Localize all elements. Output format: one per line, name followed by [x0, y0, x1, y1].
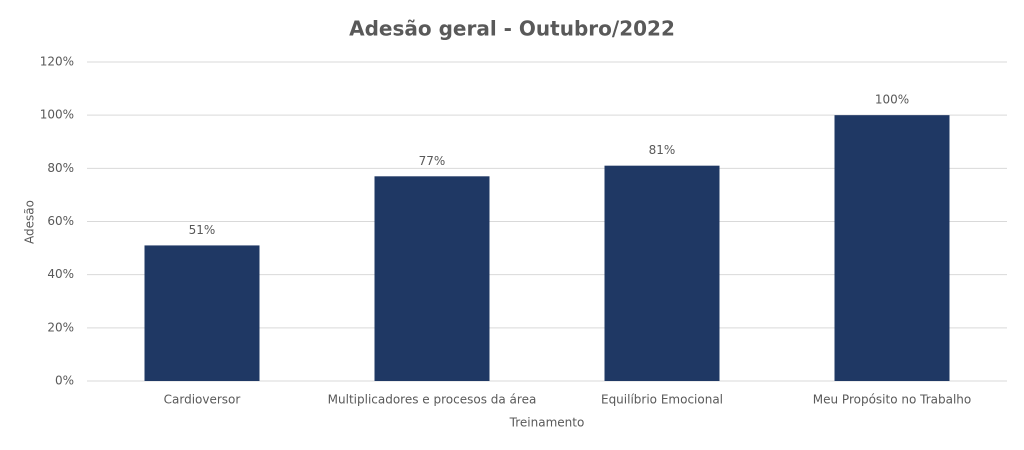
- y-tick-label: 120%: [40, 55, 74, 69]
- data-label: 81%: [649, 143, 676, 157]
- x-axis-label: Treinamento: [509, 416, 585, 430]
- y-tick-label: 40%: [47, 267, 74, 281]
- x-tick-label: Meu Propósito no Trabalho: [813, 393, 971, 407]
- y-tick-label: 60%: [47, 214, 74, 228]
- y-axis-label: Adesão: [23, 200, 37, 244]
- data-label: 100%: [875, 93, 909, 107]
- bar: [604, 165, 720, 381]
- data-label: 51%: [189, 223, 216, 237]
- data-label: 77%: [419, 154, 446, 168]
- bar: [144, 245, 260, 381]
- y-tick-label: 0%: [55, 374, 74, 388]
- y-tick-label: 100%: [40, 108, 74, 122]
- x-tick-label: Cardioversor: [164, 393, 241, 407]
- bar: [374, 176, 490, 381]
- bar: [834, 115, 950, 382]
- y-tick-label: 80%: [47, 161, 74, 175]
- y-tick-label: 20%: [47, 320, 74, 334]
- chart-title: Adesão geral - Outubro/2022: [349, 17, 675, 41]
- x-tick-label: Multiplicadores e procesos da área: [328, 393, 537, 407]
- x-tick-label: Equilíbrio Emocional: [601, 393, 723, 407]
